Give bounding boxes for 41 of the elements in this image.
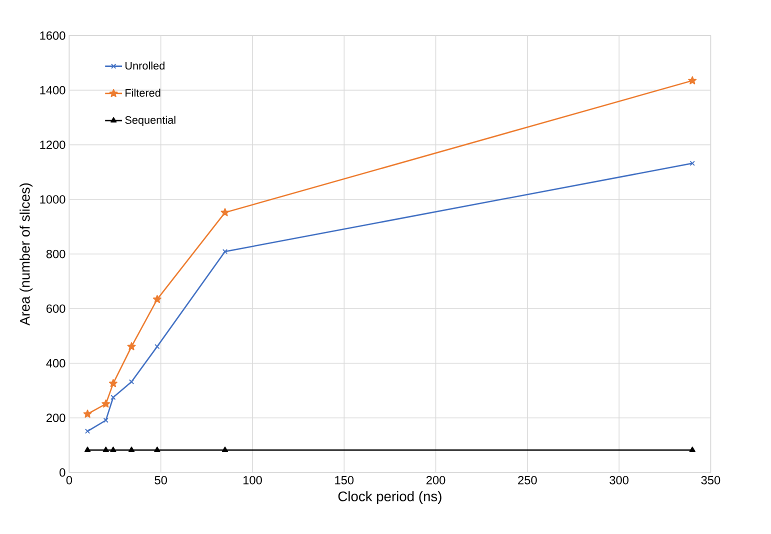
legend-label: Filtered (126, 88, 160, 97)
point (128, 379, 134, 385)
point (110, 394, 116, 400)
legend-label: Unrolled (126, 62, 164, 70)
x-axis-title: Clock period (ns) (338, 491, 442, 504)
legend-label: Sequential (125, 116, 176, 126)
point (689, 446, 696, 452)
y-tick-label: 1000 (40, 195, 66, 204)
y-tick-label: 1400 (40, 86, 66, 95)
x-tick-label: 50 (154, 476, 167, 484)
x-tick-label: 0 (66, 476, 72, 484)
y-tick-label: 0 (60, 468, 66, 477)
point (152, 295, 162, 304)
point (108, 379, 118, 388)
x-tick-label: 200 (426, 476, 446, 484)
x-tick-label: 250 (518, 476, 537, 484)
point (128, 446, 135, 452)
point (222, 249, 228, 254)
point (220, 208, 230, 216)
y-tick-label: 1200 (40, 140, 66, 150)
point (222, 446, 228, 452)
point (154, 344, 160, 350)
x-tick-label: 350 (701, 476, 720, 484)
point (102, 446, 109, 452)
x-tick-label: 300 (610, 476, 628, 484)
y-tick-label: 800 (46, 250, 66, 258)
point (102, 400, 110, 408)
y-axis-title: Area (number of slices) (20, 184, 33, 326)
x-tick-label: 100 (243, 476, 262, 484)
point (154, 446, 160, 452)
point (688, 76, 697, 84)
y-tick-label: 1600 (40, 32, 66, 40)
y-tick-label: 600 (46, 304, 66, 313)
point (110, 446, 116, 452)
point (103, 418, 108, 424)
point (127, 342, 136, 350)
x-tick-label: 150 (335, 476, 354, 484)
y-tick-label: 400 (46, 359, 66, 368)
point (84, 446, 91, 452)
y-tick-label: 200 (46, 414, 66, 422)
point (83, 410, 92, 418)
